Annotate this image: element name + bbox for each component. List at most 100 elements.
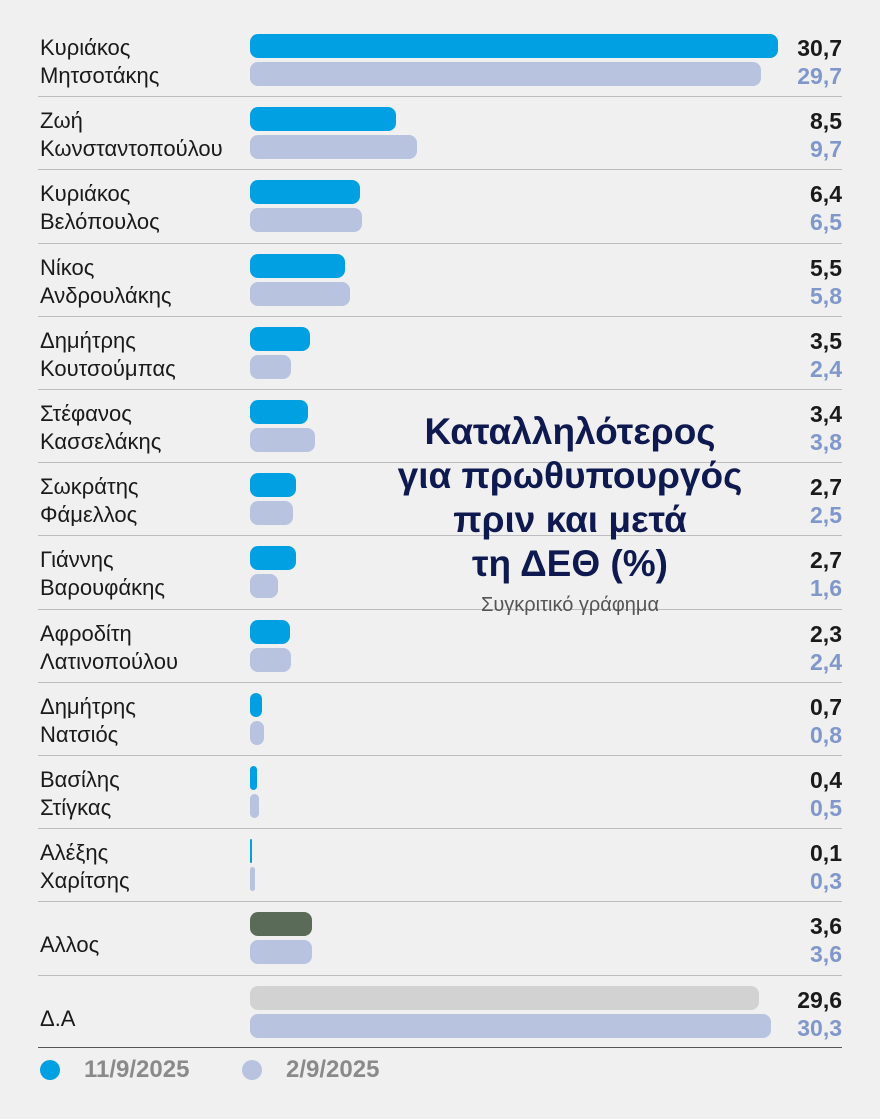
category-label: Αλλος xyxy=(40,932,100,958)
bar-series-1 xyxy=(250,985,760,1010)
value-label-series-2: 6,5 xyxy=(810,209,842,236)
bar-series-2 xyxy=(250,574,278,599)
bar-series-1 xyxy=(250,766,257,790)
bar-series-2 xyxy=(250,720,264,745)
value-label-series-1: 2,7 xyxy=(810,547,842,574)
value-label-series-1: 30,7 xyxy=(797,35,842,61)
bar-series-2 xyxy=(250,281,350,306)
value-label-series-2: 3,6 xyxy=(810,941,842,968)
legend-dot-0 xyxy=(40,1060,60,1080)
category-label: Σωκράτης Φάμελλος xyxy=(40,474,139,528)
value-label-series-2: 2,4 xyxy=(810,355,842,382)
value-label-series-2: 0,5 xyxy=(810,795,842,821)
chart-subtitle: Συγκριτικό γράφημα xyxy=(480,594,660,616)
value-label-series-1: 8,5 xyxy=(810,108,842,135)
legend-dot-1 xyxy=(242,1060,262,1080)
category-label: Δημήτρης Νατσιός xyxy=(40,693,136,747)
bar-series-1 xyxy=(250,473,297,498)
bar-series-1 xyxy=(250,180,361,205)
category-label: Αλέξης Χαρίτσης xyxy=(40,840,130,894)
legend-label-0: 11/9/2025 xyxy=(84,1056,190,1083)
category-label: Αφροδίτη Λατινοπούλου xyxy=(40,620,178,674)
value-label-series-1: 0,1 xyxy=(810,840,842,867)
row-separator xyxy=(38,462,842,464)
bottom-axis-line xyxy=(38,1047,842,1048)
chart-row: Αλλος 3,6 3,6 xyxy=(0,909,880,982)
value-label-series-1: 29,6 xyxy=(797,986,842,1013)
chart-row: Αφροδίτη Λατινοπούλου 2,3 2,4 xyxy=(0,617,880,690)
value-label-series-2: 9,7 xyxy=(810,136,842,163)
chart-row: Δημήτρης Κουτσούμπας 3,5 2,4 xyxy=(0,324,880,397)
value-label-series-1: 3,5 xyxy=(810,327,842,354)
value-label-series-2: 0,8 xyxy=(810,721,842,748)
category-label: Βασίλης Στίγκας xyxy=(40,767,120,820)
chart-row: Αλέξης Χαρίτσης 0,1 0,3 xyxy=(0,836,880,909)
bar-series-1 xyxy=(250,400,309,424)
value-label-series-1: 5,5 xyxy=(810,254,842,281)
category-label: Ζωή Κωνσταντοπούλου xyxy=(40,108,223,162)
bar-series-1 xyxy=(250,326,311,351)
bar-series-2 xyxy=(250,1013,772,1038)
bar-series-1 xyxy=(250,839,252,864)
row-separator xyxy=(38,608,842,610)
row-separator xyxy=(38,535,842,537)
value-label-series-2: 29,7 xyxy=(797,63,842,89)
bar-series-2 xyxy=(250,62,761,86)
category-label: Γιάννης Βαρουφάκης xyxy=(40,547,165,601)
bar-series-1 xyxy=(250,692,263,717)
bar-series-2 xyxy=(250,354,292,379)
bar-series-1 xyxy=(250,546,297,571)
category-label: Δημήτρης Κουτσούμπας xyxy=(40,327,176,381)
bar-series-1 xyxy=(250,619,290,644)
bar-series-2 xyxy=(250,794,259,818)
legend-label-1: 2/9/2025 xyxy=(286,1056,380,1083)
bar-series-2 xyxy=(250,135,417,160)
bar-series-2 xyxy=(250,501,293,526)
row-separator xyxy=(38,755,842,756)
row-separator xyxy=(38,169,842,171)
chart-row: Ζωή Κωνσταντοπούλου 8,5 9,7 xyxy=(0,104,880,177)
chart-row: Δημήτρης Νατσιός 0,7 0,8 xyxy=(0,690,880,763)
category-label: Κυριάκος Βελόπουλος xyxy=(40,181,160,235)
chart-row: Δ.Α 29,6 30,3 xyxy=(0,983,880,1056)
bar-series-2 xyxy=(250,428,316,452)
value-label-series-1: 0,4 xyxy=(810,767,842,793)
bar-series-2 xyxy=(250,208,362,233)
category-label: Νίκος Ανδρουλάκης xyxy=(40,254,172,308)
bar-series-2 xyxy=(250,940,312,965)
value-label-series-2: 0,3 xyxy=(810,868,842,895)
chart-title: Καταλληλότερος για πρωθυπουργός πριν και… xyxy=(397,411,743,584)
bar-series-1 xyxy=(250,107,397,132)
row-separator xyxy=(38,242,842,244)
bar-series-1 xyxy=(250,912,312,937)
chart-row: Σωκράτης Φάμελλος 2,7 2,5 xyxy=(0,470,880,543)
value-label-series-2: 2,5 xyxy=(810,502,842,529)
value-label-series-1: 3,4 xyxy=(810,401,842,427)
chart-row: Γιάννης Βαρουφάκης 2,7 1,6 xyxy=(0,543,880,616)
row-separator xyxy=(38,389,842,390)
chart-row: Στέφανος Κασσελάκης 3,4 3,8 xyxy=(0,397,880,470)
row-separator xyxy=(38,315,842,317)
value-label-series-2: 30,3 xyxy=(797,1014,842,1041)
value-label-series-1: 2,3 xyxy=(810,620,842,647)
chart-row: Βασίλης Στίγκας 0,4 0,5 xyxy=(0,763,880,836)
bar-series-2 xyxy=(250,867,256,892)
value-label-series-2: 3,8 xyxy=(810,429,842,455)
row-separator xyxy=(38,901,842,903)
chart-row: Νίκος Ανδρουλάκης 5,5 5,8 xyxy=(0,251,880,324)
value-label-series-2: 2,4 xyxy=(810,648,842,675)
row-separator xyxy=(38,974,842,976)
value-label-series-1: 2,7 xyxy=(810,474,842,501)
category-label: Στέφανος Κασσελάκης xyxy=(40,401,162,454)
bar-series-1 xyxy=(250,34,778,58)
chart-row: Κυριάκος Βελόπουλος 6,4 6,5 xyxy=(0,177,880,250)
row-separator xyxy=(38,828,842,830)
category-label: Κυριάκος Μητσοτάκης xyxy=(40,35,160,88)
value-label-series-2: 1,6 xyxy=(810,575,842,602)
value-label-series-2: 5,8 xyxy=(810,282,842,309)
bar-series-2 xyxy=(250,647,292,672)
chart-row: Κυριάκος Μητσοτάκης 30,7 29,7 xyxy=(0,31,880,104)
value-label-series-1: 0,7 xyxy=(810,693,842,720)
row-separator xyxy=(38,681,842,683)
